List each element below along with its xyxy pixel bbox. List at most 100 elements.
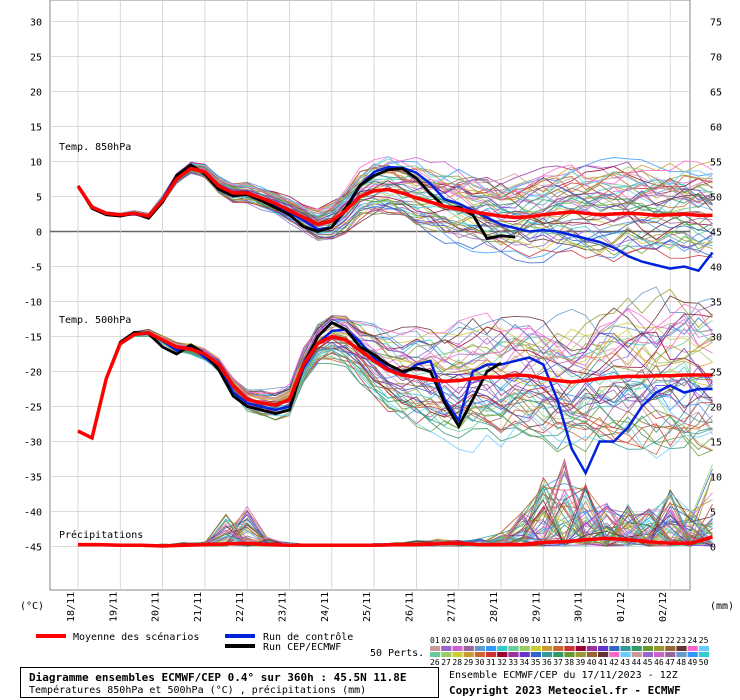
right-tick-label: 35	[710, 298, 722, 309]
right-tick-label: 60	[710, 123, 722, 134]
pert-number: 08	[508, 636, 518, 645]
pert-number: 10	[531, 636, 541, 645]
right-tick-label: 45	[710, 228, 722, 239]
left-tick-label: 30	[30, 18, 42, 29]
pert-number: 32	[497, 658, 507, 667]
pert-swatch	[441, 646, 452, 651]
x-tick-label: 19/11	[108, 592, 119, 622]
pert-swatch	[530, 652, 541, 657]
x-tick-label: 22/11	[235, 592, 246, 622]
pert-number: 26	[430, 658, 440, 667]
pert-number: 28	[452, 658, 462, 667]
pert-swatch	[631, 652, 642, 657]
member-line	[77, 297, 713, 439]
left-tick-label: 20	[30, 88, 42, 99]
x-tick-label: 23/11	[278, 592, 289, 622]
pert-swatch	[553, 646, 564, 651]
pert-number: 37	[553, 658, 563, 667]
right-tick-label: 30	[710, 333, 722, 344]
x-tick-label: 21/11	[193, 592, 204, 622]
pert-number: 13	[564, 636, 574, 645]
run-label: Ensemble ECMWF/CEP du 17/11/2023 - 12Z	[449, 670, 678, 681]
pert-swatch	[676, 652, 687, 657]
pert-number: 36	[542, 658, 552, 667]
pert-number: 41	[598, 658, 608, 667]
grid	[49, 0, 691, 591]
pert-swatch	[654, 652, 665, 657]
pert-swatch	[620, 652, 631, 657]
panel-label-precip: Précipitations	[59, 529, 143, 541]
panel-label-850: Temp. 850hPa	[59, 142, 131, 153]
left-tick-label: -40	[24, 508, 42, 519]
right-tick-label: 55	[710, 158, 722, 169]
left-tick-label: -15	[24, 333, 42, 344]
pert-swatch	[519, 646, 530, 651]
right-tick-label: 20	[710, 403, 722, 414]
legend-mean-label: Moyenne des scénarios	[73, 631, 199, 643]
pert-swatch	[687, 646, 698, 651]
legend-deterministic-label: Run CEP/ECMWF	[263, 642, 341, 653]
left-tick-label: 25	[30, 53, 42, 64]
legend-control-label: Run de contrôle	[263, 631, 353, 643]
pert-swatch	[430, 652, 441, 657]
pert-swatch	[609, 652, 620, 657]
left-tick-label: -45	[24, 543, 42, 554]
right-tick-label: 50	[710, 193, 722, 204]
pert-swatch	[486, 652, 497, 657]
left-tick-label: -35	[24, 473, 42, 484]
pert-number: 15	[587, 636, 597, 645]
pert-number: 31	[486, 658, 496, 667]
pert-swatch	[575, 646, 586, 651]
left-axis-unit: (°C)	[20, 601, 44, 612]
x-tick-label: 30/11	[574, 592, 585, 622]
pert-number: 50	[699, 658, 709, 667]
pert-swatch	[620, 646, 631, 651]
pert-number: 33	[508, 658, 518, 667]
pert-number: 34	[520, 658, 530, 667]
pert-number: 46	[654, 658, 664, 667]
copyright: Copyright 2023 Meteociel.fr - ECMWF	[449, 684, 681, 697]
pert-swatch	[542, 652, 553, 657]
left-tick-label: -5	[30, 263, 42, 274]
axes: 302520151050-5-10-15-20-25-30-35-40-4575…	[24, 18, 722, 623]
pert-number: 16	[598, 636, 608, 645]
pert-swatch	[676, 646, 687, 651]
right-tick-label: 10	[710, 473, 722, 484]
right-tick-label: 65	[710, 88, 722, 99]
pert-swatch	[687, 652, 698, 657]
mean-line	[76, 166, 713, 227]
pert-swatch	[598, 646, 609, 651]
pert-number: 42	[609, 658, 619, 667]
pert-number: 04	[464, 636, 474, 645]
pert-swatch	[452, 652, 463, 657]
pert-swatch	[474, 652, 485, 657]
chart-subtitle: Températures 850hPa et 500hPa (°C) , pré…	[29, 685, 367, 696]
pert-number: 23	[676, 636, 686, 645]
left-tick-label: 0	[36, 228, 42, 239]
member-line	[77, 172, 713, 242]
pert-number: 40	[587, 658, 597, 667]
pert-number: 47	[665, 658, 675, 667]
pert-swatch	[441, 652, 452, 657]
pert-number: 09	[520, 636, 530, 645]
left-tick-label: 10	[30, 158, 42, 169]
member-line	[77, 170, 713, 233]
pert-swatch	[452, 646, 463, 651]
x-tick-label: 24/11	[320, 592, 331, 622]
pert-swatch	[642, 652, 653, 657]
pert-swatch	[665, 646, 676, 651]
pert-number: 12	[553, 636, 563, 645]
pert-number: 21	[654, 636, 664, 645]
pert-number: 19	[632, 636, 642, 645]
member-line	[77, 319, 713, 439]
x-tick-label: 02/12	[658, 592, 669, 622]
pert-swatch	[586, 646, 597, 651]
member-line	[77, 303, 713, 439]
pert-number: 14	[576, 636, 586, 645]
left-tick-label: -10	[24, 298, 42, 309]
pert-number: 05	[475, 636, 485, 645]
pert-swatch	[463, 652, 474, 657]
right-axis-unit: (mm)	[710, 601, 734, 612]
main-series	[76, 163, 714, 548]
